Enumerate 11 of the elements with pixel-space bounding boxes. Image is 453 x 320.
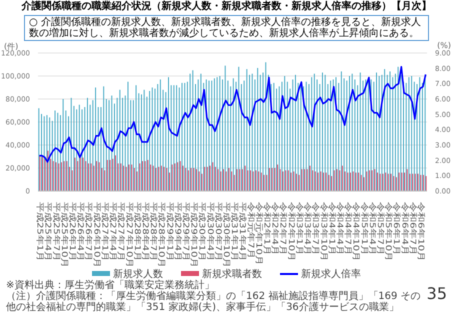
text: （注）介護関係職種：「厚生労働省編職業分類」の「162 福祉施設指導専門員」「169 その他の社会福祉の専門的職業」「351 家政婦(夫)、家事手伝」「36介護サービスの職業」 [6,291,422,313]
chart-title: 介護関係職種の職業紹介状況（新規求人数・新規求職者数・新規求人倍率の推移）【月次】 [20,0,432,14]
chart-subtitle: ○ 介護関係職種の新規求人数、新規求職者数、新規求人倍率の推移を見ると、新規求人数の増加に対し、新規求職者数が減少しているため、新規求人倍率が上昇傾向にある。 [24,15,429,41]
legend-label: 新規求人倍率 [301,268,361,280]
line-series [38,66,426,163]
legend-label: 新規求職者数 [202,268,262,280]
text: ※資料出典：厚生労働省「職業安定業務統計」 [6,280,214,291]
y2-axis-title: (%) [437,41,451,50]
legend-label: 新規求人数 [113,268,163,280]
y-axis-title: (件) [4,41,18,51]
text: 35 [426,284,447,303]
